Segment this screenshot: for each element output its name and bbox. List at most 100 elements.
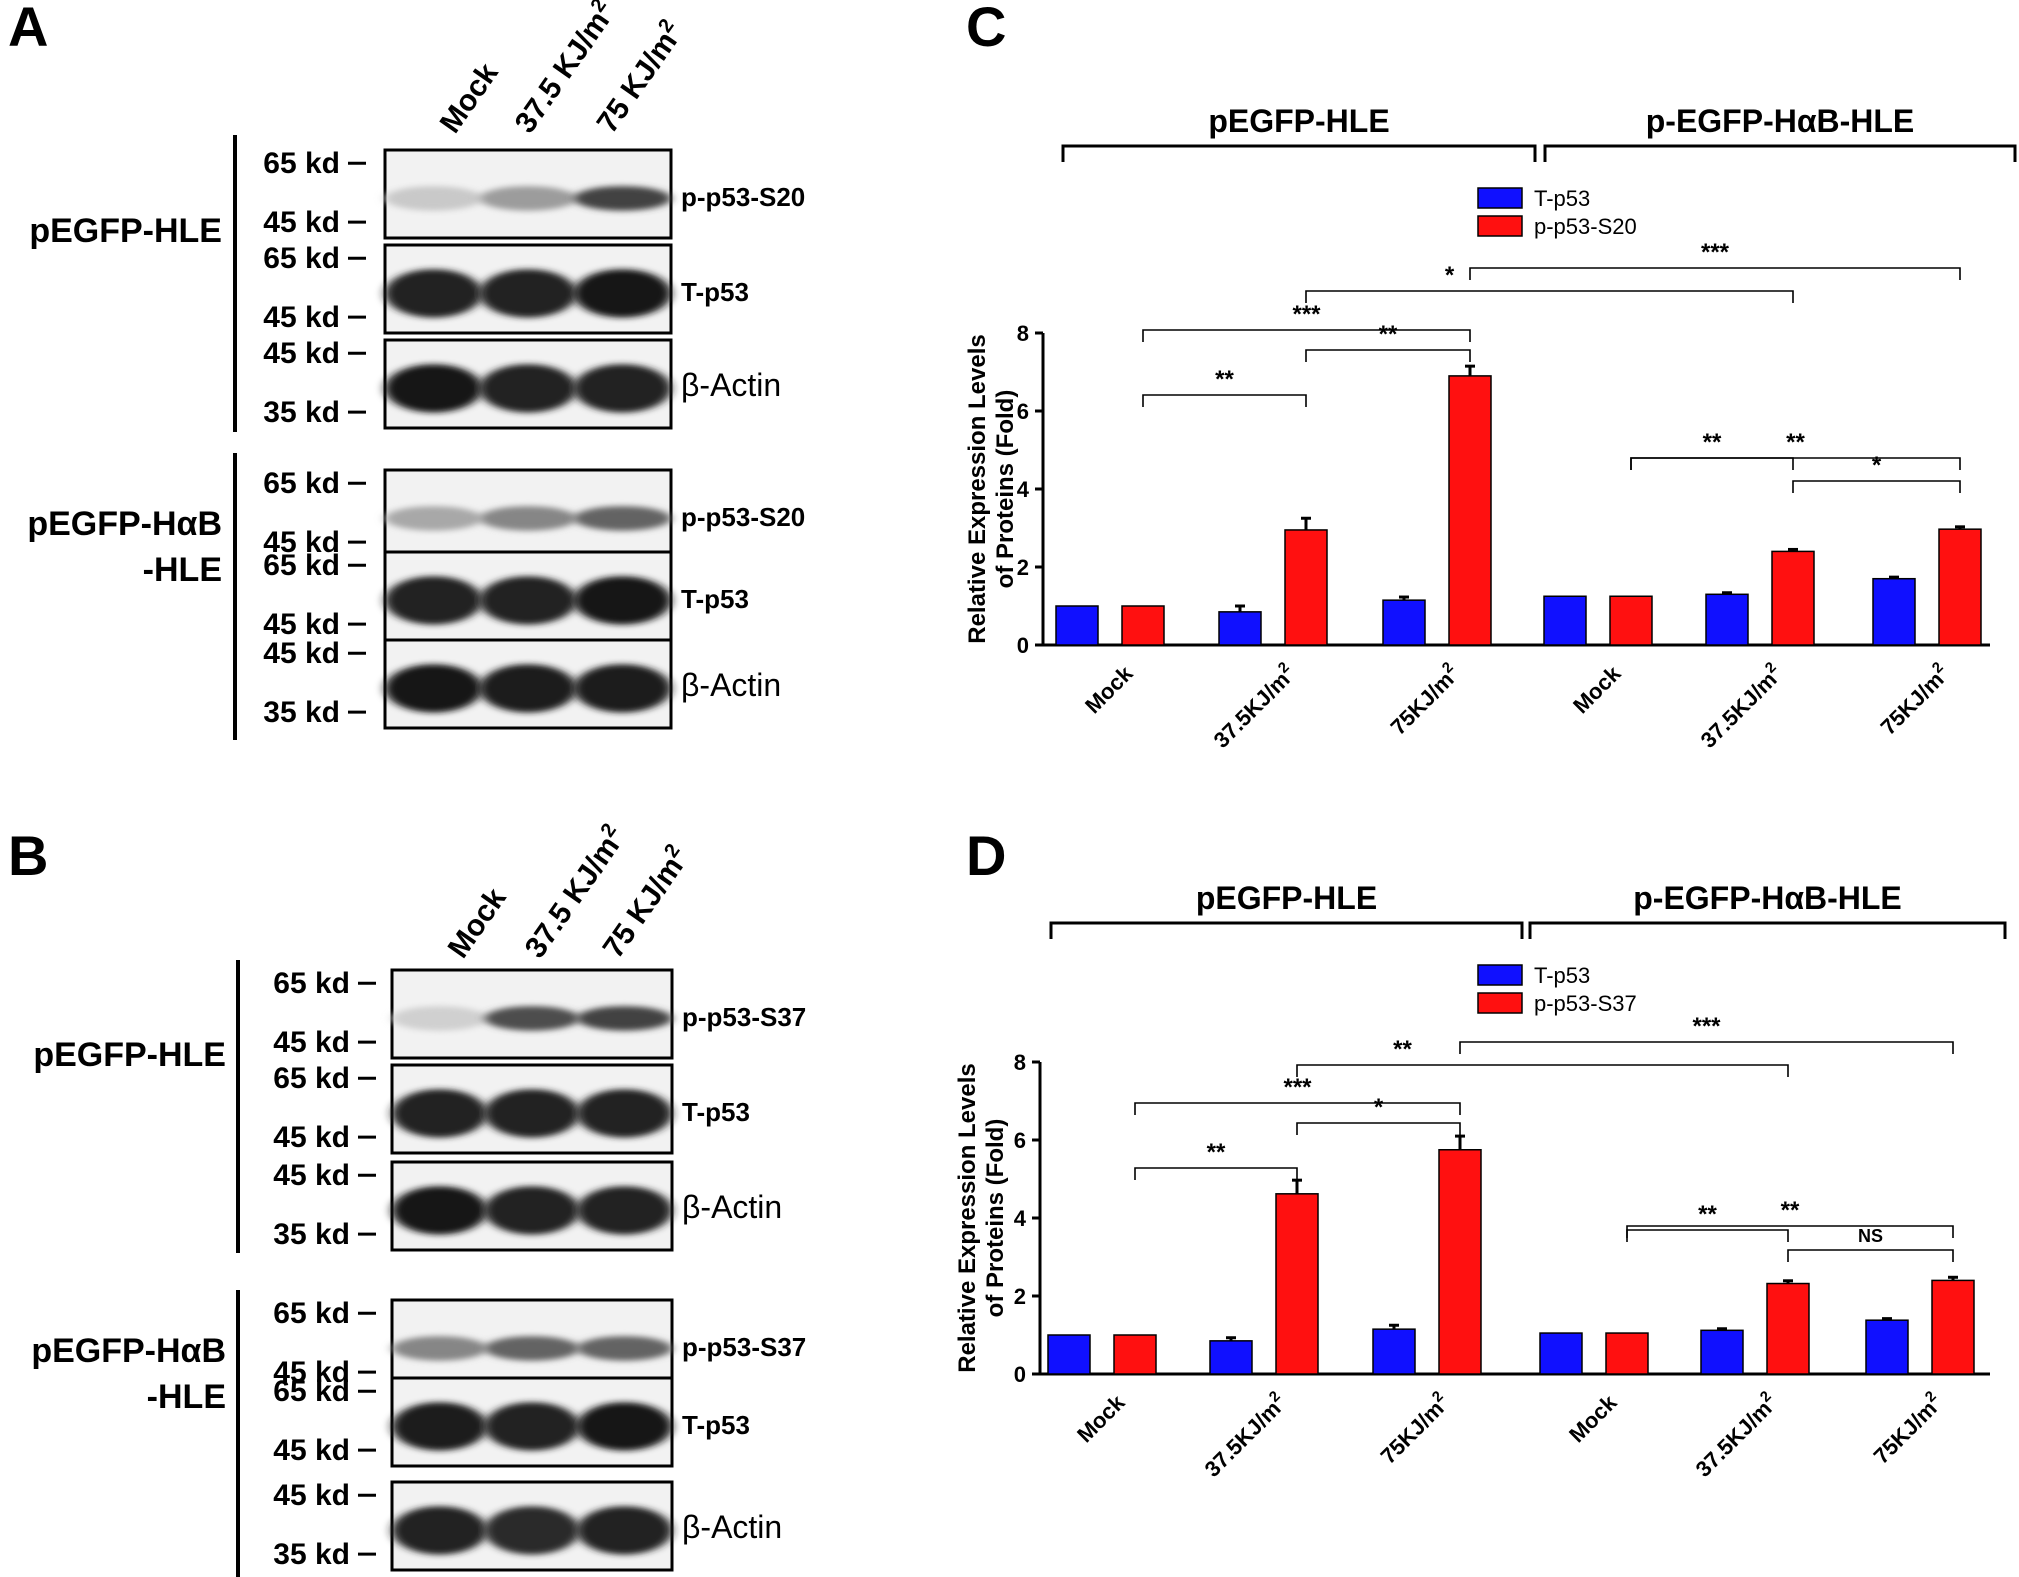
molecular-weight-marker: 65 kd — [273, 1297, 350, 1330]
x-tick-label: 75KJ/m2 — [1373, 1388, 1454, 1469]
legend-label: p-p53-S37 — [1534, 991, 1637, 1016]
significance-bracket — [1626, 1229, 1789, 1242]
blot-label: p-p53-S20 — [681, 502, 805, 532]
cell-line-label: pEGFP-HLE — [33, 1036, 226, 1074]
bar — [1382, 599, 1426, 646]
blot-strip — [383, 243, 673, 335]
bar — [1543, 595, 1587, 646]
cell-line-label: -HLE — [143, 551, 222, 589]
blot-band — [576, 1506, 673, 1555]
blot-band — [484, 1336, 580, 1361]
significance-bracket — [1459, 1041, 1954, 1054]
bar — [1113, 1334, 1157, 1375]
legend-swatch — [1477, 992, 1523, 1014]
group-label: p-EGFP-HαB-HLE — [1633, 880, 1902, 916]
blot-label: β-Actin — [682, 1189, 782, 1225]
bar — [1275, 1193, 1319, 1375]
cell-line-label: pEGFP-HαB — [27, 505, 222, 543]
molecular-weight-marker: 65 kd — [273, 1062, 350, 1095]
group-label: pEGFP-HLE — [1208, 103, 1389, 139]
molecular-weight-marker: 45 kd — [263, 608, 340, 641]
bar — [1448, 375, 1492, 646]
blot-strip — [383, 468, 673, 560]
legend-label: p-p53-S20 — [1534, 214, 1637, 239]
group-label: p-EGFP-HαB-HLE — [1646, 103, 1915, 139]
significance-bracket — [1305, 290, 1794, 303]
molecular-weight-marker: 45 kd — [273, 1121, 350, 1154]
group-bracket — [1061, 144, 1537, 162]
blot-band — [573, 576, 671, 625]
significance-label: *** — [1283, 1074, 1312, 1101]
molecular-weight-marker: 45 kd — [263, 301, 340, 334]
bar — [1047, 1334, 1091, 1375]
blot-band — [385, 186, 483, 211]
significance-label: *** — [1692, 1013, 1721, 1040]
molecular-weight-marker: 45 kd — [273, 1356, 350, 1389]
blot-band — [479, 269, 577, 318]
blot-label: T-p53 — [681, 584, 749, 614]
group-bracket — [1049, 921, 1524, 939]
molecular-weight-marker: 45 kd — [273, 1434, 350, 1467]
molecular-weight-marker: 65 kd — [263, 147, 340, 180]
legend-label: T-p53 — [1534, 186, 1590, 211]
cell-line-label: pEGFP-HαB — [31, 1332, 226, 1370]
x-tick-label: Mock — [1080, 660, 1138, 718]
y-tick-label: 6 — [1014, 1128, 1026, 1153]
blot-strip — [383, 638, 673, 730]
x-tick-label-superscript: 2 — [1922, 1388, 1940, 1406]
significance-bracket — [1296, 1122, 1461, 1135]
bar — [1766, 1282, 1810, 1375]
blot-band — [484, 1006, 580, 1031]
molecular-weight-marker: 65 kd — [273, 1375, 350, 1408]
group-bracket — [1543, 144, 2017, 162]
lane-label-superscript: 2 — [660, 840, 684, 862]
significance-bracket — [1469, 267, 1961, 280]
molecular-weight-marker: 45 kd — [273, 1479, 350, 1512]
lane-label-superscript: 2 — [587, 0, 611, 16]
y-tick-label: 8 — [1014, 1050, 1026, 1075]
significance-bracket — [1142, 394, 1307, 407]
molecular-weight-marker: 45 kd — [273, 1159, 350, 1192]
x-tick-label: Mock — [1568, 660, 1626, 718]
x-tick-label-superscript: 2 — [1439, 659, 1457, 677]
blot-band — [385, 576, 483, 625]
blot-band — [479, 576, 577, 625]
blot-label: T-p53 — [682, 1410, 750, 1440]
lane-label: Mock — [434, 57, 505, 139]
blot-band — [392, 1089, 488, 1138]
significance-label: ** — [1781, 1197, 1800, 1224]
blot-band — [576, 1089, 673, 1138]
significance-bracket — [1792, 480, 1961, 493]
lane-label: Mock — [442, 882, 513, 964]
y-axis-title: of Proteins (Fold) — [992, 390, 1019, 589]
blot-strip — [390, 1298, 674, 1390]
significance-bracket — [1626, 1225, 1954, 1238]
blot-band — [484, 1402, 580, 1451]
significance-bracket — [1142, 329, 1471, 342]
molecular-weight-marker: 65 kd — [263, 467, 340, 500]
bar-chart-panel-c: pEGFP-HLE p-EGFP-HαB-HLE T-p53 p-p53-S20 0 2 4… — [964, 103, 2017, 753]
blot-band — [576, 1336, 673, 1361]
group-bracket — [1528, 921, 2007, 939]
bar — [1055, 605, 1099, 646]
blot-band — [576, 1006, 673, 1031]
bar — [1872, 577, 1916, 646]
y-axis-title: Relative Expression Levels — [964, 334, 991, 644]
y-tick-label: 4 — [1014, 1206, 1027, 1231]
panel-letter-a: A — [8, 0, 48, 58]
y-tick-label: 8 — [1017, 321, 1029, 346]
blot-label: p-p53-S20 — [681, 182, 805, 212]
y-tick-label: 2 — [1017, 555, 1029, 580]
x-tick-label: Mock — [1072, 1389, 1130, 1447]
blot-band — [479, 664, 577, 713]
significance-bracket — [1630, 457, 1794, 470]
x-tick-label-superscript: 2 — [1762, 659, 1780, 677]
blot-label: p-p53-S37 — [682, 1332, 806, 1362]
bar — [1938, 528, 1982, 646]
bar — [1284, 529, 1328, 646]
blot-band — [385, 269, 483, 318]
molecular-weight-marker: 35 kd — [263, 696, 340, 729]
blot-strip — [383, 338, 673, 430]
bar — [1121, 605, 1165, 646]
